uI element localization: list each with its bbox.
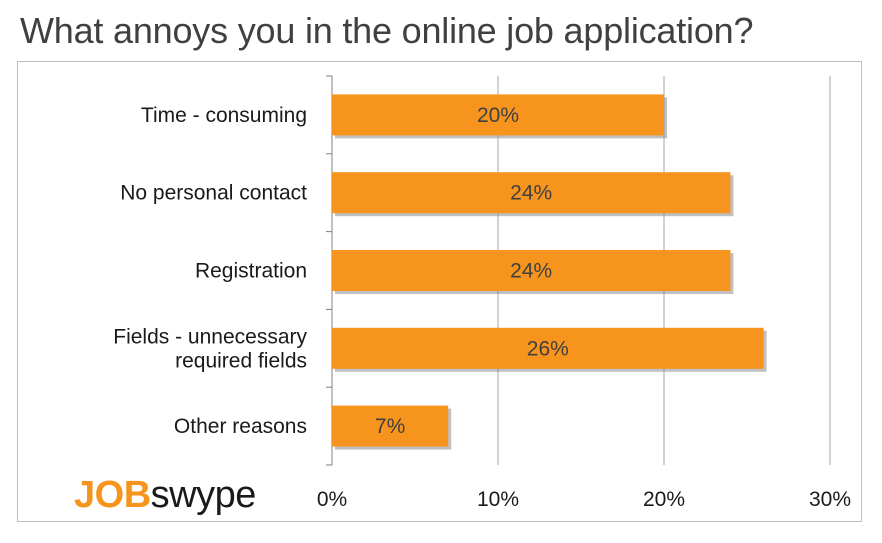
logo-text-b: B [123,474,151,516]
logo-text-jo: JO [74,474,124,516]
bar-chart: 20% Time - consuming 24% No personal contac… [113,75,851,511]
x-tick-label-0: 0% [317,488,347,511]
logo-text-swype: swype [150,474,257,516]
category-label-0: Time - consuming [141,104,307,127]
chart-area: 20% Time - consuming 24% No personal contac… [17,61,862,522]
jobswype-logo: JOBswype [74,476,256,514]
data-label-4: 7% [375,415,405,438]
x-tick-label-30: 30% [809,488,851,511]
data-label-2: 24% [510,260,552,283]
x-tick-label-10: 10% [477,488,519,511]
bar-1 [332,172,731,214]
category-label-3: required fields [175,349,307,372]
data-label-1: 24% [510,182,552,205]
data-label-3: 26% [527,337,569,360]
category-label-3: Fields - unnecessary [113,325,307,348]
data-label-0: 20% [477,104,519,127]
category-label-2: Registration [195,260,307,283]
bar-4 [332,405,449,447]
category-label-1: No personal contact [120,182,307,205]
bar-2 [332,250,731,291]
x-tick-label-20: 20% [643,488,685,511]
chart-title: What annoys you in the online job applic… [20,10,754,51]
bar-0 [332,94,664,136]
bar-3 [332,327,764,369]
category-label-4: Other reasons [174,415,307,438]
